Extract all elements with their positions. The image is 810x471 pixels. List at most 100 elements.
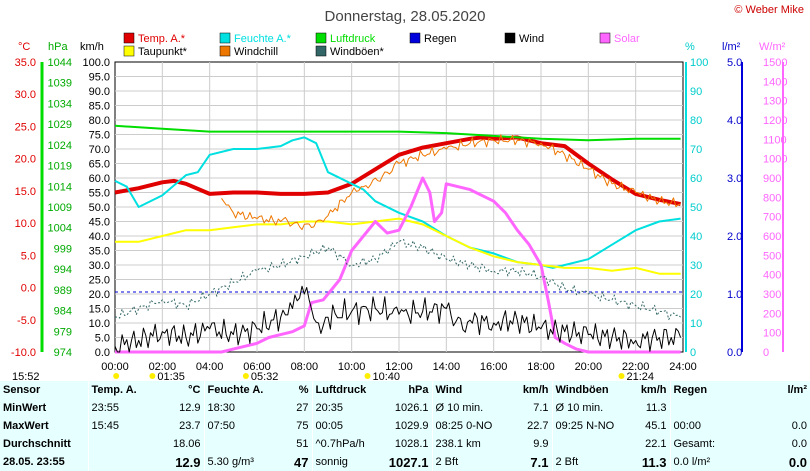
humidity-time: 07:50 bbox=[203, 417, 264, 435]
wind-unit: km/h bbox=[80, 41, 104, 53]
x-mark-dot bbox=[113, 373, 120, 379]
header-cell: Feuchte A. bbox=[203, 381, 264, 399]
humidity-tick: 80 bbox=[690, 115, 702, 127]
wind-tick: 25.0 bbox=[89, 275, 110, 287]
wind-value: 9.9 bbox=[533, 437, 549, 450]
solar-tick: 1300 bbox=[763, 96, 787, 108]
chart-legend: Temp. A.* Feuchte A.* Luftdruck Regen Wind So… bbox=[123, 32, 640, 58]
solar-tick: 400 bbox=[763, 270, 781, 282]
x-tick: 24:00 bbox=[669, 361, 697, 373]
humidity-value: 75 bbox=[296, 419, 309, 432]
pressure-value: 1027.1 bbox=[388, 454, 429, 470]
wind-tick: 60.0 bbox=[89, 173, 110, 185]
x-tick: 04:00 bbox=[196, 361, 224, 373]
rain-tick: 5.0 bbox=[727, 57, 742, 69]
wind-tick: 85.0 bbox=[89, 101, 110, 113]
series-line bbox=[114, 136, 681, 269]
humidity-tick: 50 bbox=[690, 202, 702, 214]
humidity-tick: 60 bbox=[690, 173, 702, 185]
wind-tick: 55.0 bbox=[89, 188, 110, 200]
rain-tick: 0.0 bbox=[727, 347, 742, 359]
legend-label: Wind bbox=[519, 33, 544, 45]
pressure-value: 1029.9 bbox=[394, 419, 429, 432]
legend-label: Regen bbox=[424, 33, 456, 45]
rain-tick: 4.0 bbox=[727, 115, 742, 127]
solar-tick: 100 bbox=[763, 328, 781, 340]
x-mark-label: 10:40 bbox=[373, 371, 401, 380]
wind-tick: 95.0 bbox=[89, 72, 110, 84]
axes: 35.0 30.0 25.0 20.0 15.0 10.0 5.0 0.0 -5.0 -10.0 1… bbox=[11, 57, 788, 359]
x-tick: 22:00 bbox=[622, 361, 650, 373]
rain-tick: 2.0 bbox=[727, 231, 742, 243]
humidity-value: 27 bbox=[296, 401, 309, 414]
gust-time: 2 Bft bbox=[551, 453, 626, 471]
rain-unit: l/m² bbox=[722, 41, 741, 53]
header-cell: Windböen bbox=[551, 381, 626, 399]
temp-time: 23:55 bbox=[87, 399, 148, 417]
pressure-time: 20:35 bbox=[311, 399, 384, 417]
series-line bbox=[114, 124, 681, 142]
humidity-tick: 30 bbox=[690, 260, 702, 272]
pressure-value: 1026.1 bbox=[394, 401, 429, 414]
x-tick: 12:00 bbox=[385, 361, 413, 373]
wind-tick: 5.0 bbox=[95, 333, 110, 345]
pressure-tick: 989 bbox=[54, 285, 72, 297]
pressure-tick: 1024 bbox=[48, 140, 72, 152]
rain-time: 0.0 l/m² bbox=[669, 453, 746, 471]
wind-value: 7.1 bbox=[530, 454, 549, 470]
gust-value: 11.3 bbox=[645, 401, 667, 414]
legend-label: Temp. A.* bbox=[138, 33, 186, 45]
temp-tick: 15.0 bbox=[15, 186, 36, 198]
legend-swatch bbox=[219, 45, 231, 57]
solar-tick: 1200 bbox=[763, 115, 787, 127]
wind-time: Ø 10 min. bbox=[431, 399, 504, 417]
rain-time: 00:00 bbox=[669, 417, 746, 435]
pressure-tick: 1014 bbox=[48, 181, 72, 193]
x-mark-dot bbox=[242, 373, 249, 379]
wind-value: 7.1 bbox=[533, 401, 549, 414]
table-header: Sensor Temp. A. °C Feuchte A.% Luftdruck hPa W… bbox=[0, 381, 810, 399]
legend-label: Windchill bbox=[234, 46, 278, 58]
solar-tick: 0 bbox=[763, 347, 769, 359]
rain-value bbox=[746, 399, 810, 417]
legend-swatch bbox=[219, 32, 231, 44]
axis-units: °C hPa km/h% l/m² W/m² bbox=[18, 41, 786, 53]
header-cell: Luftdruck bbox=[311, 381, 384, 399]
legend-swatch bbox=[599, 32, 611, 44]
legend-label: Taupunkt* bbox=[138, 46, 188, 58]
wind-tick: 90.0 bbox=[89, 86, 110, 98]
humidity-tick: 40 bbox=[690, 231, 702, 243]
table-row: MinWert 23:55 12.9 18:30 27 20:35 1026.1 Ø 10 m… bbox=[0, 399, 810, 417]
header-cell: Sensor bbox=[3, 383, 41, 396]
humidity-tick: 10 bbox=[690, 318, 702, 330]
pressure-tick: 1034 bbox=[48, 98, 72, 110]
series-line bbox=[221, 134, 681, 231]
x-tick: 02:00 bbox=[149, 361, 177, 373]
temp-tick: 10.0 bbox=[15, 218, 36, 230]
temp-value: 12.9 bbox=[175, 454, 201, 470]
x-tick: 18:00 bbox=[527, 361, 555, 373]
wind-time: 238.1 km bbox=[431, 435, 504, 453]
solar-tick: 700 bbox=[763, 212, 781, 224]
series-line bbox=[114, 285, 682, 353]
solar-tick: 500 bbox=[763, 250, 781, 262]
x-tick: 16:00 bbox=[480, 361, 508, 373]
pressure-value: 1028.1 bbox=[394, 437, 429, 450]
pressure-tick: 984 bbox=[54, 306, 72, 318]
x-axis: 00:00 02:00 04:00 06:00 08:00 10:00 12:00 14:00… bbox=[12, 361, 697, 380]
series-line bbox=[114, 135, 681, 207]
gust-time bbox=[551, 435, 626, 453]
humidity-time: 5.30 g/m³ bbox=[203, 453, 264, 471]
gust-time: Ø 10 min. bbox=[551, 399, 626, 417]
series-lines bbox=[114, 124, 682, 354]
x-tick: 00:00 bbox=[101, 361, 129, 373]
x-tick: 14:00 bbox=[433, 361, 461, 373]
legend-swatch bbox=[315, 45, 327, 57]
wind-tick: 10.0 bbox=[89, 318, 110, 330]
legend-swatch bbox=[123, 45, 135, 57]
solar-tick: 200 bbox=[763, 308, 781, 320]
pressure-tick: 1044 bbox=[48, 57, 72, 69]
pressure-tick: 1039 bbox=[48, 78, 72, 90]
x-mark-dot bbox=[364, 373, 371, 379]
header-cell: hPa bbox=[408, 383, 429, 396]
